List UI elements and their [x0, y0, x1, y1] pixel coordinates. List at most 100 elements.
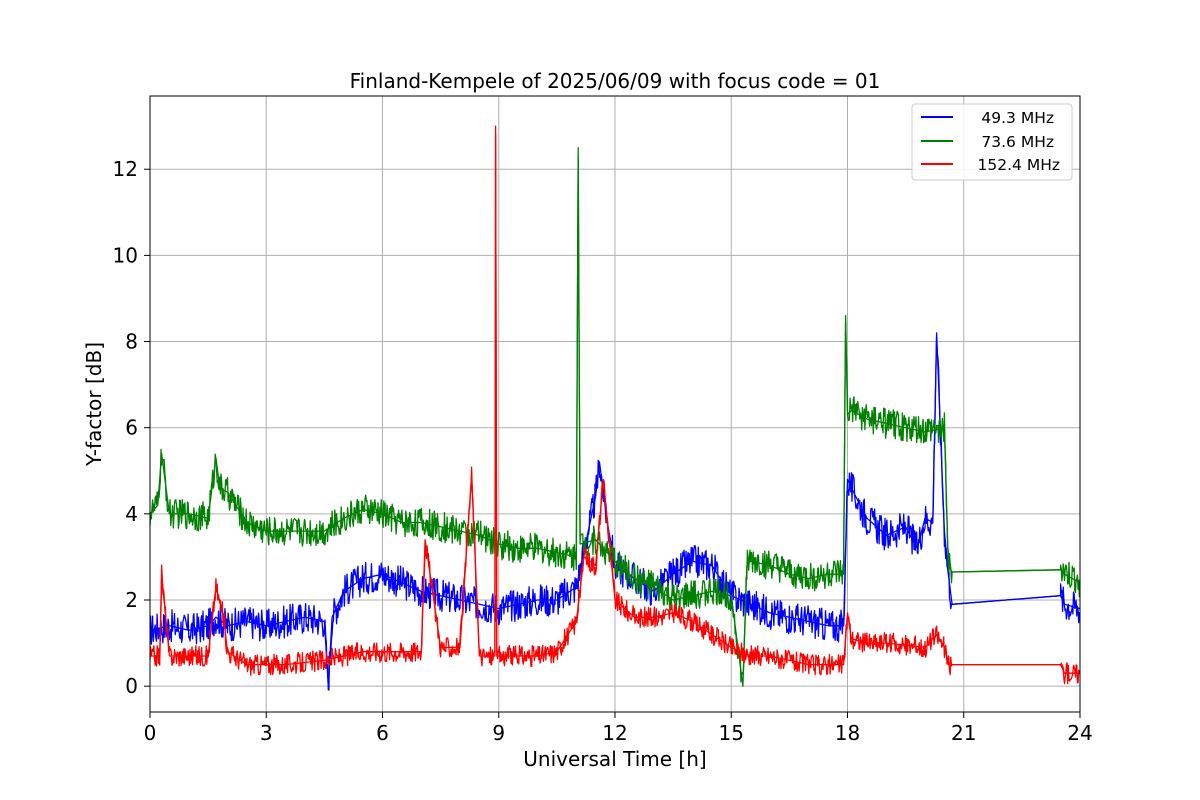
- series-point-2: [459, 646, 461, 648]
- series-point-1: [207, 517, 209, 519]
- series-point-0: [750, 603, 752, 605]
- series-point-0: [188, 629, 190, 631]
- series-point-2: [494, 655, 496, 657]
- series-point-2: [847, 612, 849, 614]
- series-point-2: [750, 655, 752, 657]
- legend-label-49-3: 49.3 MHz: [981, 109, 1054, 127]
- series-point-0: [1060, 595, 1062, 597]
- series-point-1: [420, 522, 422, 524]
- series-point-1: [653, 586, 655, 588]
- series-point-1: [517, 547, 519, 549]
- series-point-1: [440, 526, 442, 528]
- series-point-2: [424, 539, 426, 541]
- x-tick-label: 0: [144, 721, 157, 745]
- series-point-0: [885, 534, 887, 536]
- series-point-1: [947, 565, 949, 567]
- series-point-0: [327, 685, 329, 687]
- series-point-0: [827, 625, 829, 627]
- series-point-2: [602, 478, 604, 480]
- y-axis-label: Y-factor [dB]: [82, 342, 106, 467]
- series-point-1: [742, 685, 744, 687]
- series-point-0: [382, 573, 384, 575]
- series-point-2: [885, 642, 887, 644]
- series-point-2: [1060, 664, 1062, 666]
- series-point-1: [246, 522, 248, 524]
- series-point-1: [672, 599, 674, 601]
- series-point-0: [246, 621, 248, 623]
- x-tick-label: 6: [376, 721, 389, 745]
- series-point-1: [362, 509, 364, 511]
- y-tick-label: 6: [125, 416, 138, 440]
- y-tick-label: 12: [113, 157, 138, 181]
- series-point-0: [401, 582, 403, 584]
- series-point-2: [769, 655, 771, 657]
- series-point-1: [498, 543, 500, 545]
- series-point-2: [537, 655, 539, 657]
- series-line-1: [149, 147, 1081, 687]
- series-point-1: [1064, 573, 1066, 575]
- series-point-1: [579, 543, 581, 545]
- series-point-2: [471, 474, 473, 476]
- series-point-1: [323, 530, 325, 532]
- series-point-2: [924, 646, 926, 648]
- series-point-0: [769, 612, 771, 614]
- series-point-2: [947, 664, 949, 666]
- series-point-1: [788, 573, 790, 575]
- series-point-1: [161, 453, 163, 455]
- series-point-1: [827, 573, 829, 575]
- series-point-1: [478, 534, 480, 536]
- series-point-2: [227, 651, 229, 653]
- series-point-0: [672, 573, 674, 575]
- series-point-0: [498, 608, 500, 610]
- x-tick-label: 9: [492, 721, 505, 745]
- series-point-2: [304, 662, 306, 664]
- series-point-1: [905, 427, 907, 429]
- series-point-2: [382, 651, 384, 653]
- series-point-0: [936, 332, 938, 334]
- series-point-0: [599, 461, 601, 463]
- series-point-2: [496, 655, 498, 657]
- series-point-0: [595, 496, 597, 498]
- series-point-2: [808, 664, 810, 666]
- series-point-2: [168, 655, 170, 657]
- series-point-1: [227, 491, 229, 493]
- series-point-1: [157, 504, 159, 506]
- series-point-0: [331, 616, 333, 618]
- x-tick-label: 21: [951, 721, 976, 745]
- series-point-2: [730, 646, 732, 648]
- y-tick-label: 4: [125, 502, 138, 526]
- series-point-2: [401, 651, 403, 653]
- series-point-0: [1064, 603, 1066, 605]
- x-tick-label: 18: [835, 721, 860, 745]
- series-noise-1: [149, 156, 1081, 683]
- y-tick-label: 10: [113, 243, 138, 267]
- series-point-0: [459, 599, 461, 601]
- series-point-2: [420, 651, 422, 653]
- series-point-0: [808, 621, 810, 623]
- series-point-2: [1064, 672, 1066, 674]
- series-point-1: [459, 530, 461, 532]
- x-tick-label: 12: [602, 721, 627, 745]
- y-tick-label: 2: [125, 588, 138, 612]
- series-point-0: [343, 590, 345, 592]
- series-point-2: [285, 664, 287, 666]
- series-point-0: [947, 573, 949, 575]
- series-point-1: [285, 530, 287, 532]
- series-point-1: [575, 556, 577, 558]
- series-point-2: [936, 634, 938, 636]
- x-tick-label: 15: [719, 721, 744, 745]
- legend-label-73-6: 73.6 MHz: [981, 133, 1054, 151]
- series-point-2: [159, 655, 161, 657]
- series-point-0: [711, 565, 713, 567]
- series-point-0: [207, 625, 209, 627]
- series-point-2: [711, 634, 713, 636]
- series-point-2: [788, 659, 790, 661]
- series-point-0: [537, 599, 539, 601]
- series-point-1: [843, 573, 845, 575]
- series-point-0: [215, 616, 217, 618]
- series-point-2: [692, 621, 694, 623]
- series-point-2: [246, 664, 248, 666]
- series-point-0: [285, 621, 287, 623]
- series-point-2: [905, 644, 907, 646]
- series-point-1: [265, 530, 267, 532]
